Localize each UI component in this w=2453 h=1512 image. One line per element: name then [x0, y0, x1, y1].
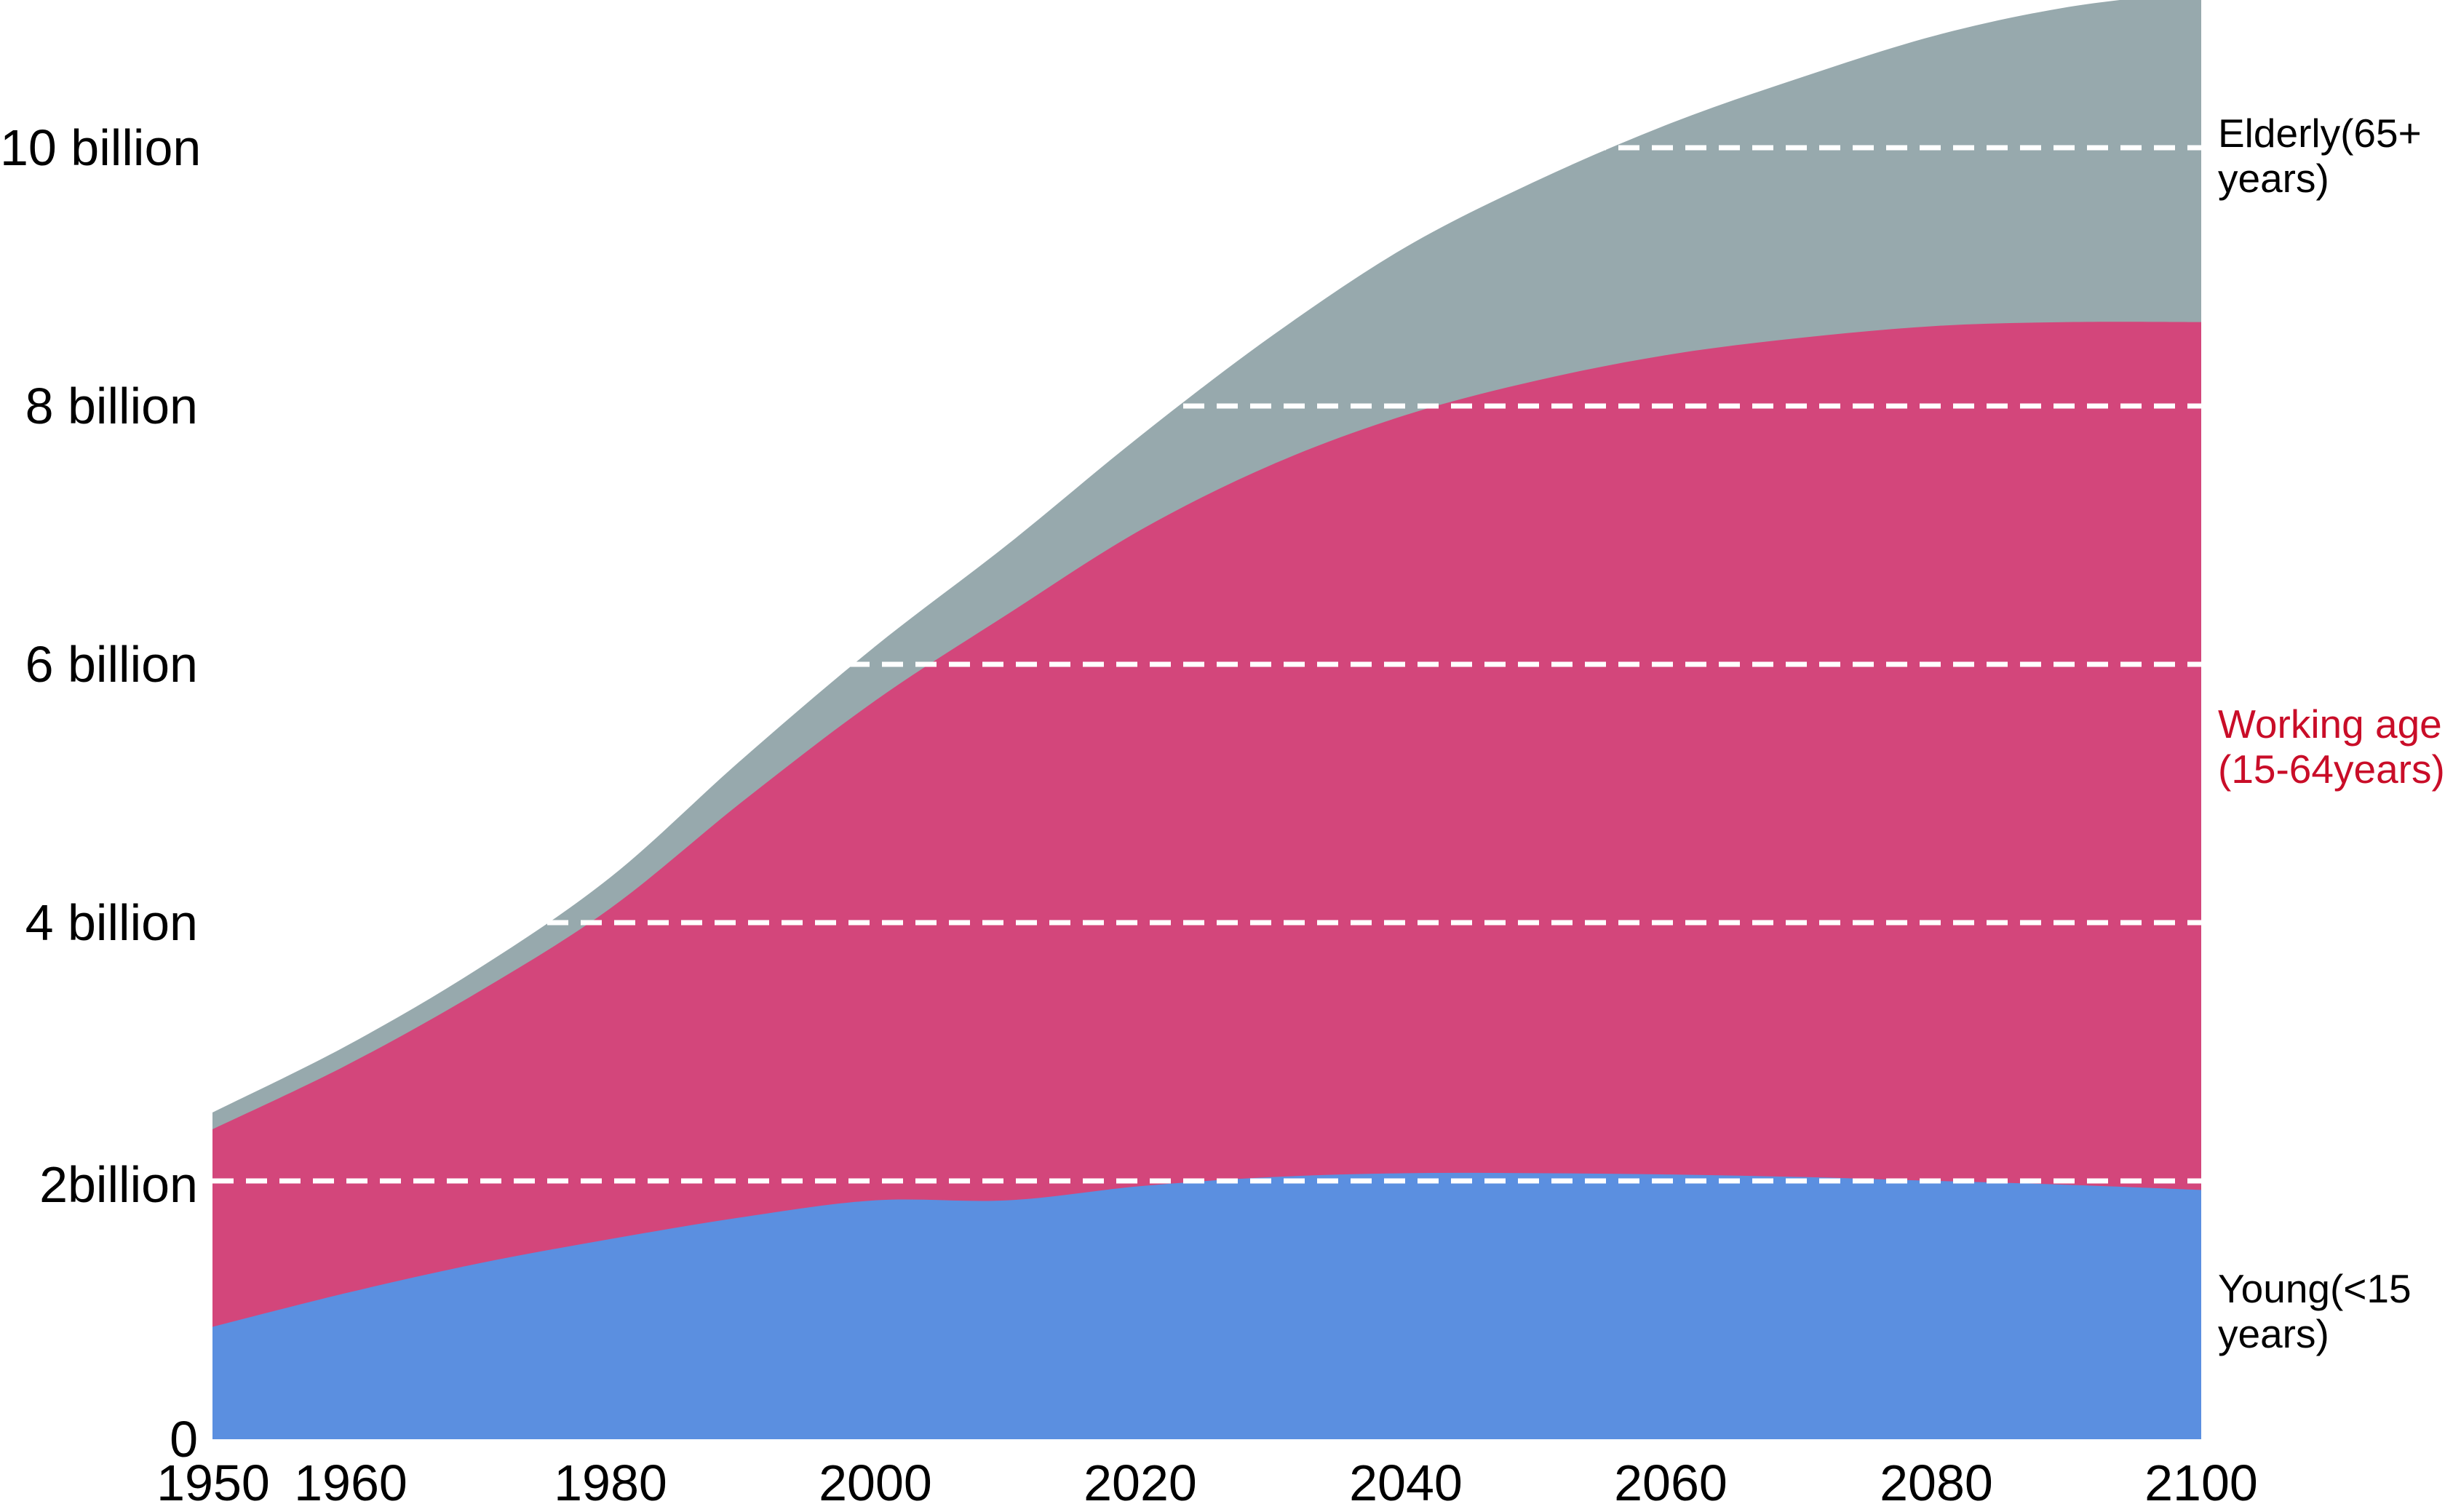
y-tick-8-billion: 8 billion — [25, 378, 198, 434]
young-series-label-line2: years) — [2218, 1311, 2329, 1356]
x-tick-2100: 2100 — [2144, 1455, 2258, 1511]
x-tick-2040: 2040 — [1349, 1455, 1463, 1511]
area-series-group — [212, 0, 2201, 1439]
working-age-series-label-line2: (15-64years) — [2218, 747, 2445, 792]
x-tick-2020: 2020 — [1084, 1455, 1197, 1511]
elderly-series-label-line1: Elderly(65+ — [2218, 111, 2422, 156]
y-tick-6-billion: 6 billion — [25, 636, 198, 693]
x-tick-1950: 1950 — [156, 1455, 270, 1511]
x-tick-2000: 2000 — [819, 1455, 932, 1511]
young-series-label: Young(<15 years) — [2218, 1266, 2453, 1356]
young-area — [212, 1172, 2201, 1439]
y-tick-10-billion: 10 billion — [0, 119, 202, 176]
x-tick-1980: 1980 — [554, 1455, 667, 1511]
x-tick-2080: 2080 — [1880, 1455, 1993, 1511]
y-tick-0: 0 — [170, 1411, 198, 1468]
elderly-series-label: Elderly(65+ years) — [2218, 111, 2453, 201]
working-age-series-label-line1: Working age — [2218, 701, 2442, 747]
elderly-series-label-line2: years) — [2218, 156, 2329, 201]
y-tick-4-billion: 4 billion — [25, 894, 198, 951]
gridlines-group — [212, 145, 2201, 1184]
working-age-series-label: Working age (15-64years) — [2218, 701, 2453, 792]
x-tick-2060: 2060 — [1614, 1455, 1728, 1511]
y-tick-2-billion: 2billion — [39, 1156, 198, 1213]
young-series-label-line1: Young(<15 — [2218, 1266, 2412, 1311]
working-age-area — [212, 322, 2201, 1439]
x-tick-1960: 1960 — [294, 1455, 407, 1511]
